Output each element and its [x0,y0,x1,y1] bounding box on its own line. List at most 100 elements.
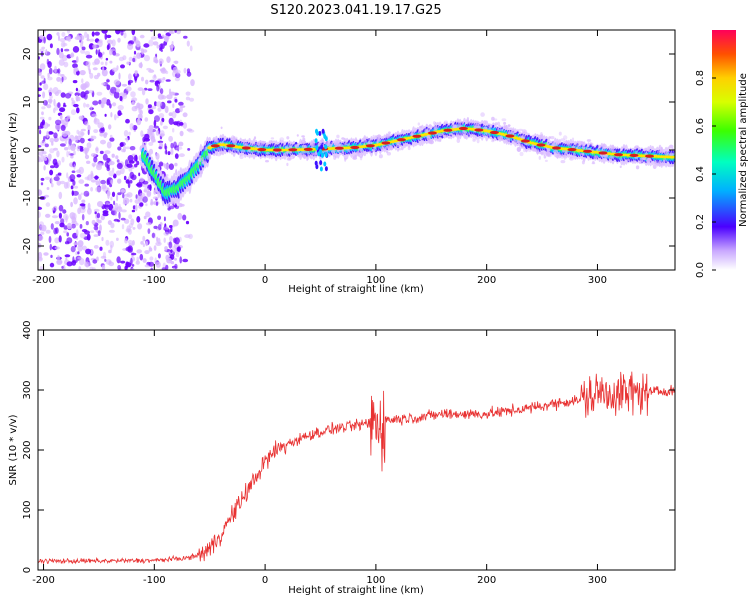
band-halo-speckle [206,155,212,160]
band-halo-speckle [359,153,364,159]
noise-speckle [145,240,149,247]
noise-speckle [121,209,127,213]
noise-speckle [166,56,171,63]
noise-speckle [155,261,161,268]
noise-speckle [126,61,130,65]
noise-speckle [113,79,121,86]
noise-speckle [96,91,103,96]
noise-speckle [167,100,172,104]
noise-speckle [108,261,115,267]
noise-speckle [78,115,84,121]
noise-speckle [74,135,79,143]
band-halo-speckle [560,154,565,157]
band-halo-speckle [239,155,244,160]
noise-speckle [42,99,48,106]
noise-speckle [153,225,158,229]
noise-speckle [99,150,104,155]
noise-speckle [49,243,52,251]
noise-speckle [156,44,160,49]
noise-speckle [54,237,60,244]
band-halo-speckle [658,149,664,153]
noise-speckle [169,236,173,242]
band-halo-speckle [518,128,523,132]
noise-speckle [158,58,164,65]
noise-speckle [147,88,153,91]
noise-speckle [136,256,139,262]
noise-speckle [182,122,187,129]
noise-speckle [151,105,157,110]
noise-speckle [84,230,90,235]
band-halo-speckle [370,141,373,144]
noise-speckle [86,142,92,149]
noise-speckle [120,30,124,36]
noise-speckle [141,88,146,96]
band-halo-speckle [214,138,219,143]
ridge-peak-mark [365,144,375,148]
x-tick-label: 200 [477,575,496,586]
noise-speckle [189,97,195,102]
noise-speckle [125,262,132,268]
band-halo-speckle [201,157,205,161]
noise-speckle [148,109,154,115]
noise-speckle [66,232,69,237]
noise-speckle [128,167,133,172]
band-halo-speckle [539,135,544,140]
noise-speckle [111,191,116,197]
noise-speckle [145,211,151,218]
noise-speckle [167,151,171,156]
band-halo-speckle [663,157,666,161]
noise-speckle [120,260,126,264]
band-halo-speckle [507,124,511,128]
y-tick-label: 0 [22,147,33,153]
noise-speckle [56,259,63,264]
noise-speckle [71,60,78,63]
noise-speckle [116,237,119,241]
ridge-peak-mark [210,144,220,148]
noise-speckle [73,67,79,72]
noise-speckle [148,246,152,250]
noise-speckle [182,258,189,263]
noise-speckle [97,230,101,237]
noise-speckle [118,212,121,219]
band-halo-speckle [456,138,461,143]
ridge-peak-mark [350,145,360,150]
y-tick-label: 0 [22,567,33,573]
band-halo-speckle [443,120,448,124]
noise-speckle [60,124,66,131]
noise-speckle [95,180,99,186]
noise-speckle [159,88,164,95]
noise-speckle [130,91,136,98]
noise-speckle [189,45,193,52]
band-halo-speckle [442,134,448,138]
noise-speckle [170,142,174,149]
noise-speckle [52,158,58,166]
noise-speckle [124,137,129,141]
noise-speckle [120,167,125,175]
noise-speckle [185,220,190,225]
noise-speckle [41,149,45,154]
noise-speckle [72,46,80,53]
band-halo-speckle [580,141,585,146]
band-halo-speckle [594,155,598,160]
band-halo-speckle [471,121,475,124]
noise-speckle [131,30,136,36]
ridge-peak-mark [334,146,344,150]
noise-speckle [178,122,184,126]
noise-speckle [129,146,136,151]
noise-speckle [81,214,85,221]
noise-speckle [73,150,76,156]
noise-speckle [169,254,175,260]
band-halo-speckle [503,121,507,125]
band-halo-speckle [573,152,576,157]
band-halo-speckle [201,159,207,165]
band-halo-speckle [483,120,487,125]
colorbar-tick-label: 0.0 [695,262,706,278]
band-halo-speckle [466,132,471,136]
band-halo-speckle [662,159,666,163]
noise-speckle [84,261,88,267]
band-halo-speckle [429,123,432,127]
noise-speckle [55,173,62,177]
noise-speckle [150,129,152,133]
noise-speckle [113,200,116,206]
noise-speckle [72,63,78,69]
